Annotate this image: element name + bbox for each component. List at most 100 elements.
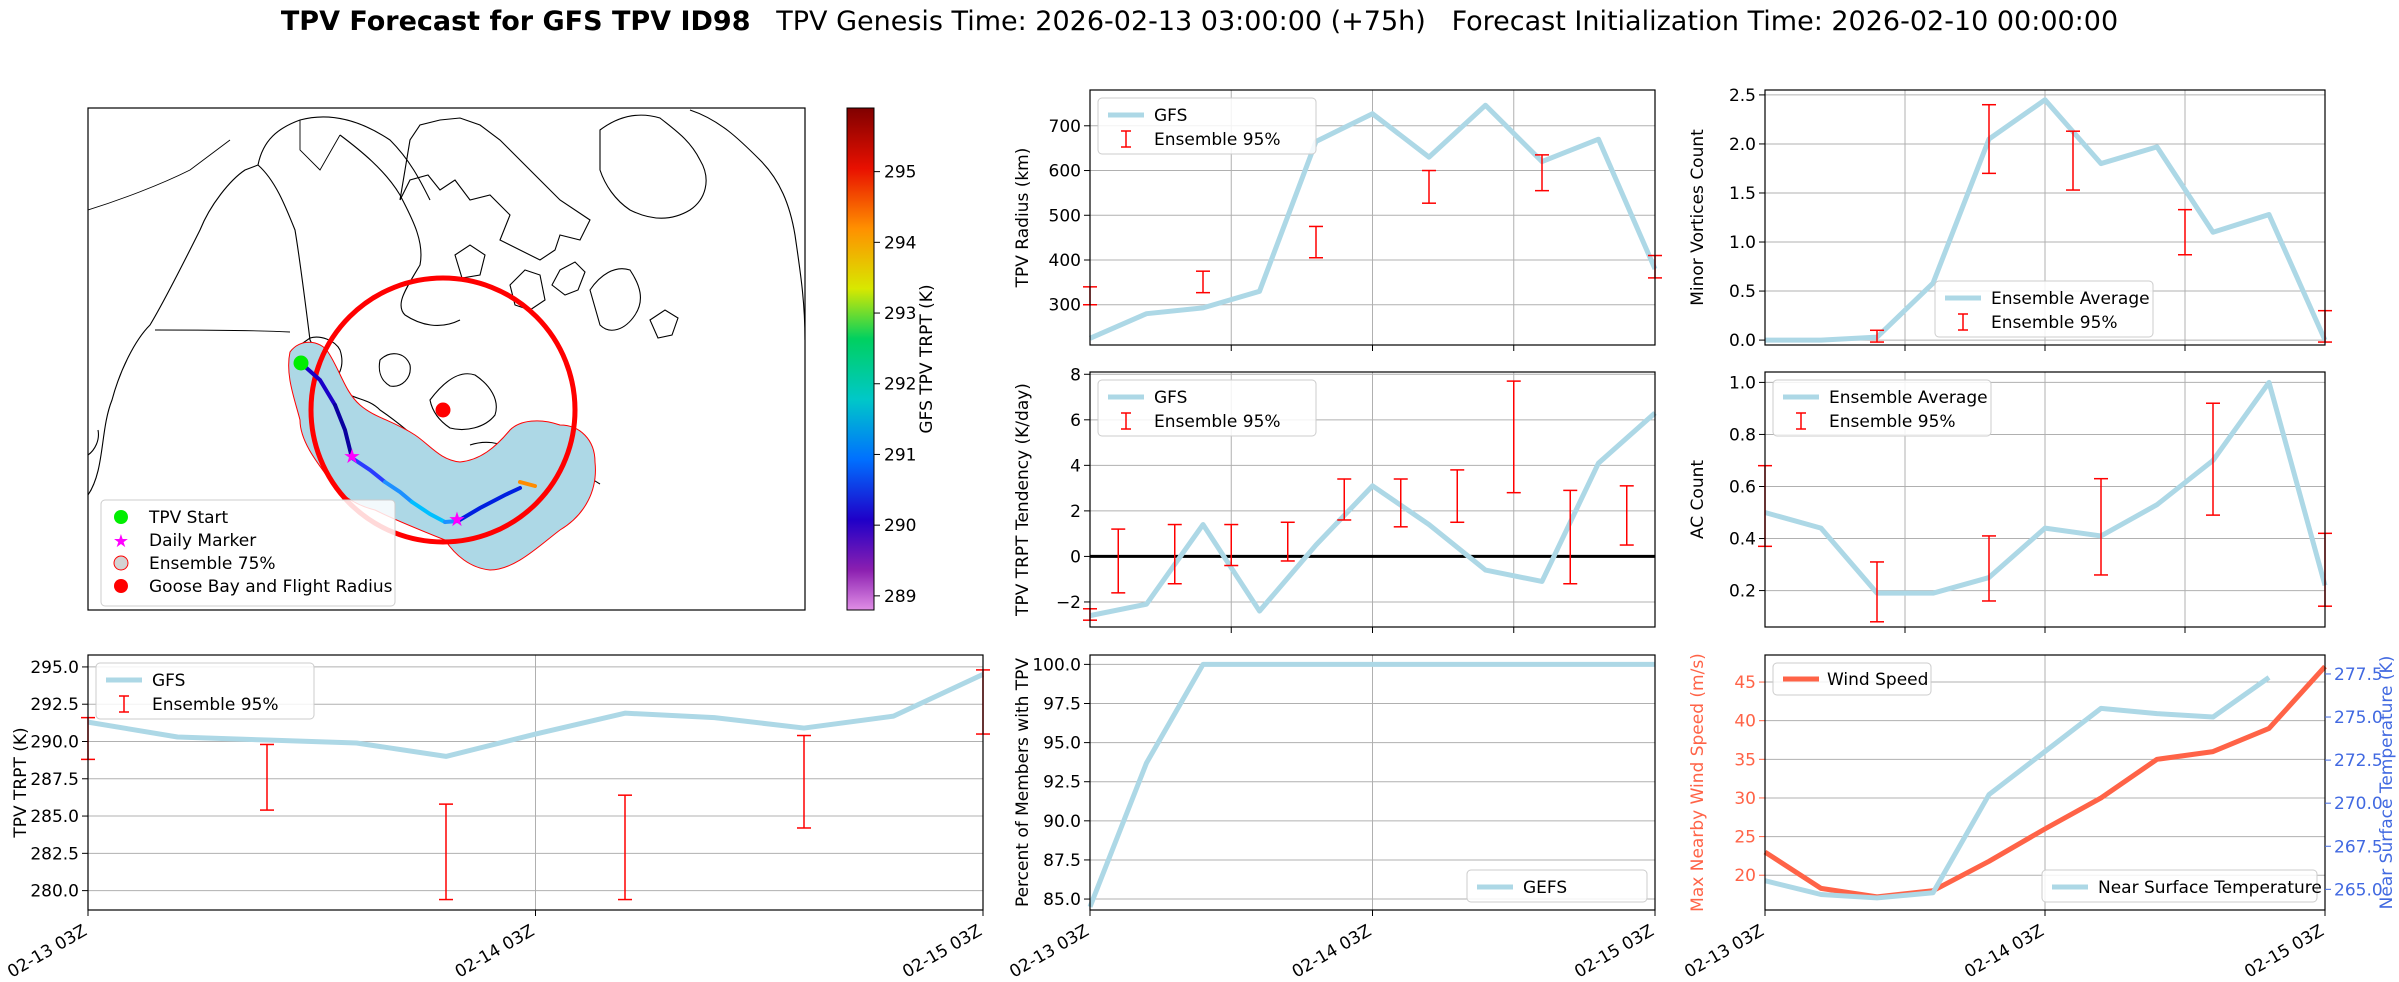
error-bar [1280,521,1295,562]
y-tick-label: 280.0 [30,882,79,902]
y-tick-label: 40 [1734,712,1756,732]
error-bar [1563,489,1578,585]
y-tick-label: 282.5 [30,844,79,864]
error-bar [797,734,811,829]
y-tick-label: 45 [1734,673,1756,693]
legend-label: Ensemble Average [1829,388,1988,408]
legend: GFS Ensemble 95% [95,662,315,720]
y-tick-label: 292.5 [30,695,79,715]
colorbar-label: GFS TPV TRPT (K) [917,284,937,433]
chart-wind: 20 25 30 35 40 45 02-13 03Z 02-14 03Z 02-15 03Z M… [1681,653,2397,982]
y-tick-label-right: 275.0 [2334,708,2383,728]
y-axis-label: Percent of Members with TPV [1013,658,1033,907]
error-bar [1337,478,1352,521]
y-tick-label: 0.2 [1729,582,1756,602]
error-bar [1870,329,1884,343]
error-bar [1393,478,1408,528]
error-bar [1167,523,1182,585]
legend-label: GFS [1154,106,1187,126]
legend-label: Ensemble 95% [1154,412,1281,432]
x-tick-label: 02-13 03Z [1006,921,1092,982]
legend-label: Wind Speed [1827,670,1928,690]
y-tick-label: 4 [1070,456,1081,476]
colorbar-tick-label: 295 [884,163,916,183]
tpv-start-marker [293,355,309,371]
legend-start-swatch [114,510,128,524]
legend: Wind Speed [1772,662,1932,696]
y-axis-label: TPV TRPT Tendency (K/day) [1013,383,1033,617]
error-bar [2066,130,2080,191]
colorbar-tick-label: 294 [884,233,916,253]
series-line [1765,97,2328,343]
x-tick-label: 02-14 03Z [1961,921,2047,982]
colorbar-gradient [846,107,875,611]
y-tick-label: 35 [1734,750,1756,770]
y-tick-label: 290.0 [30,732,79,752]
legend-label: Daily Marker [149,531,256,551]
error-bar [1535,154,1549,192]
series-line [1764,379,2328,596]
daily-marker: ★ [343,444,361,468]
chart-members: 85.0 87.5 90.0 92.5 95.0 97.5 100.0 02-13 03Z 02… [1006,654,1658,982]
series-line [87,672,985,759]
error-bar [1450,469,1465,524]
y-tick-label-right: 270.0 [2334,794,2383,814]
error-bar [2094,477,2108,576]
error-bar [1111,528,1126,594]
colorbar-tick-label: 291 [884,445,916,465]
y-tick-label: 20 [1734,866,1756,886]
x-tick-label: 02-13 03Z [4,921,90,982]
y-tick-label: 97.5 [1043,694,1081,714]
error-bar [2206,402,2220,516]
error-bar [1506,380,1521,494]
legend-label: Goose Bay and Flight Radius [149,577,393,597]
error-bar [1982,103,1996,175]
title-genesis: TPV Genesis Time: 2026-02-13 03:00:00 (+… [776,6,1426,37]
legend: Near Surface Temperature [2041,869,2322,903]
series-line [1089,102,1658,341]
colorbar-tick-label: 289 [884,587,916,607]
legend-box [1097,97,1317,155]
y-tick-label: 0.6 [1729,477,1756,497]
x-tick-label: 02-14 03Z [452,921,538,982]
error-bar [1224,523,1239,567]
error-bar [1309,225,1323,259]
y-tick-label: 600 [1049,162,1081,182]
y-tick-label: 8 [1070,365,1081,385]
legend-box [95,662,315,720]
daily-marker: ★ [448,507,466,531]
y-axis-label-right: Near Surface Temperature (K) [2377,656,2397,910]
y-tick-label: 100.0 [1032,655,1081,675]
legend-box [2041,869,2318,903]
legend-label: TPV Start [148,508,229,528]
error-bar [1982,535,1996,602]
legend-label: Ensemble 95% [152,695,279,715]
colorbar-tick-label: 293 [884,304,916,324]
borders [88,120,421,471]
y-axis-label: TPV Radius (km) [1013,148,1033,289]
error-bar [1196,270,1210,294]
goose-bay-marker [435,402,451,418]
colorbar: 289 290 291 292 293 294 295 GFS TPV TRPT (K) [846,107,937,611]
map-legend: ★ TPV Start Daily Marker Ensemble 75% Go… [100,499,396,607]
chart-minor: 0.0 0.5 1.0 1.5 2.0 2.5 Minor Vortices Count En… [1688,86,2332,351]
legend: GEFS [1466,869,1648,903]
y-tick-label: 0.4 [1729,530,1756,550]
legend-label: Ensemble 75% [149,554,276,574]
colorbar-tick-label: 292 [884,375,916,395]
x-tick-label: 02-13 03Z [1681,921,1767,982]
y-tick-label: 285.0 [30,807,79,827]
chart-radius: 300 400 500 600 700 TPV Radius (km) GFS Ensembl… [1013,89,1662,351]
legend: GFS Ensemble 95% [1097,379,1317,437]
map-legend-box [100,499,396,607]
title-bold: TPV Forecast for GFS TPV ID98 [280,6,751,37]
map-panel: ★ ★ ★ TPV Start Daily Marker Ensemble 75… [87,107,806,611]
x-tick-label: 02-15 03Z [2241,921,2327,982]
legend-label: GFS [152,671,185,691]
legend-label: Near Surface Temperature [2098,878,2322,898]
y-axis-label: TPV TRPT (K) [11,727,31,838]
error-bar [2178,208,2192,256]
legend: Ensemble Average Ensemble 95% [1934,280,2154,338]
